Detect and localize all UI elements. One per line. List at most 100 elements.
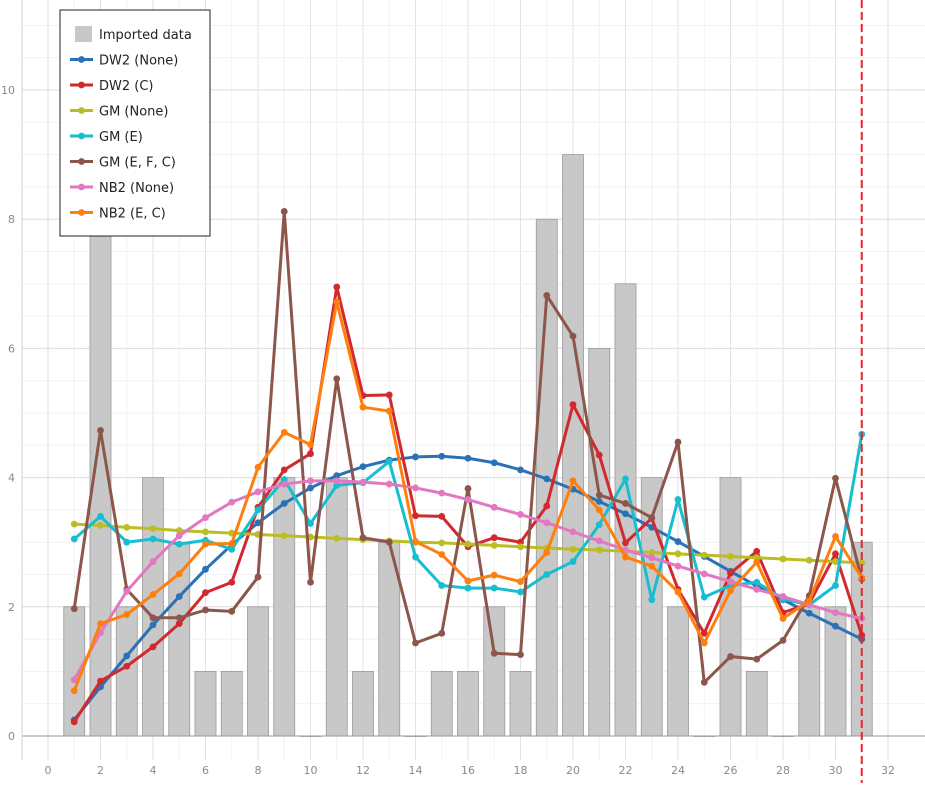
legend: Imported data DW2 (None) DW2 (C) GM (None) G… [59, 9, 211, 237]
data-point [464, 577, 472, 585]
legend-box [59, 9, 211, 237]
data-point [175, 614, 183, 622]
data-point [648, 514, 656, 522]
data-point [858, 631, 866, 639]
data-point [674, 562, 682, 570]
y-tick-label: 6 [8, 342, 15, 355]
y-tick-label: 0 [8, 730, 15, 743]
bar [430, 671, 453, 737]
data-point [123, 652, 131, 660]
legend-label: DW2 (None) [99, 54, 178, 69]
data-point [412, 553, 419, 561]
data-point [700, 629, 708, 637]
legend-swatch-dot [78, 132, 85, 140]
data-point [228, 545, 236, 553]
data-point [202, 589, 209, 596]
data-point [307, 484, 314, 492]
data-point [727, 569, 734, 577]
bars [63, 154, 873, 737]
data-point [438, 452, 446, 460]
data-point [254, 506, 262, 514]
data-point [385, 538, 393, 546]
legend-swatch-dot [78, 158, 85, 165]
data-point [70, 687, 78, 695]
data-point [149, 614, 157, 622]
data-point [97, 677, 104, 685]
bar [667, 606, 689, 737]
data-point [412, 639, 419, 647]
data-point [385, 458, 393, 465]
data-point [307, 578, 314, 586]
data-point [307, 520, 314, 527]
data-point [727, 587, 734, 595]
data-point [202, 606, 209, 614]
x-tick-label: 0 [45, 764, 52, 777]
data-point [490, 649, 498, 657]
data-point [254, 463, 262, 471]
data-point [175, 527, 183, 534]
data-point [727, 578, 734, 586]
data-point [464, 584, 472, 592]
data-point [70, 676, 78, 684]
data-point [228, 578, 236, 586]
data-point [700, 570, 708, 578]
y-tick-label: 10 [1, 84, 15, 97]
bar [247, 606, 269, 737]
data-point [674, 550, 682, 558]
data-point [70, 535, 78, 543]
data-point [438, 582, 446, 589]
data-point [569, 528, 577, 536]
data-point [622, 510, 629, 518]
data-point [700, 678, 708, 686]
data-point [228, 498, 236, 506]
x-tick-label: 14 [409, 764, 423, 777]
data-point [385, 407, 393, 415]
x-tick-label: 10 [304, 764, 318, 777]
data-point [569, 332, 577, 340]
bar [273, 477, 296, 737]
data-point [674, 538, 682, 545]
y-tick-label: 4 [8, 472, 15, 485]
data-point [753, 547, 761, 555]
data-point [280, 428, 288, 436]
x-tick-label: 24 [671, 764, 685, 777]
data-point [175, 620, 183, 627]
data-point [858, 559, 866, 567]
data-point [149, 525, 157, 533]
data-point [595, 498, 603, 505]
data-point [464, 496, 472, 503]
data-point [569, 401, 577, 409]
data-point [123, 662, 131, 670]
data-point [359, 463, 367, 471]
data-point [123, 523, 131, 531]
legend-label: GM (E) [99, 130, 143, 145]
data-point [543, 292, 551, 299]
x-tick-label: 12 [356, 764, 370, 777]
data-point [464, 540, 472, 548]
bar [352, 671, 374, 737]
legend-swatch-bar [75, 26, 92, 42]
data-point [359, 534, 367, 542]
x-tick-label: 18 [514, 764, 528, 777]
series-lines [70, 208, 866, 726]
data-point [254, 519, 262, 527]
x-tick-label: 2 [97, 764, 104, 777]
legend-label: NB2 (E, C) [99, 207, 166, 222]
data-point [517, 511, 524, 518]
data-point [569, 558, 577, 565]
bar [509, 671, 532, 737]
data-point [149, 621, 157, 629]
bar [220, 671, 243, 737]
data-point [359, 478, 367, 486]
legend-label: GM (E, F, C) [99, 156, 176, 171]
x-tick-label: 22 [619, 764, 633, 777]
y-tick-label: 8 [8, 213, 15, 226]
data-point [832, 474, 839, 482]
data-point [595, 546, 603, 554]
data-point [595, 451, 603, 459]
data-point [412, 512, 419, 520]
data-point [517, 578, 524, 586]
data-point [70, 718, 78, 726]
